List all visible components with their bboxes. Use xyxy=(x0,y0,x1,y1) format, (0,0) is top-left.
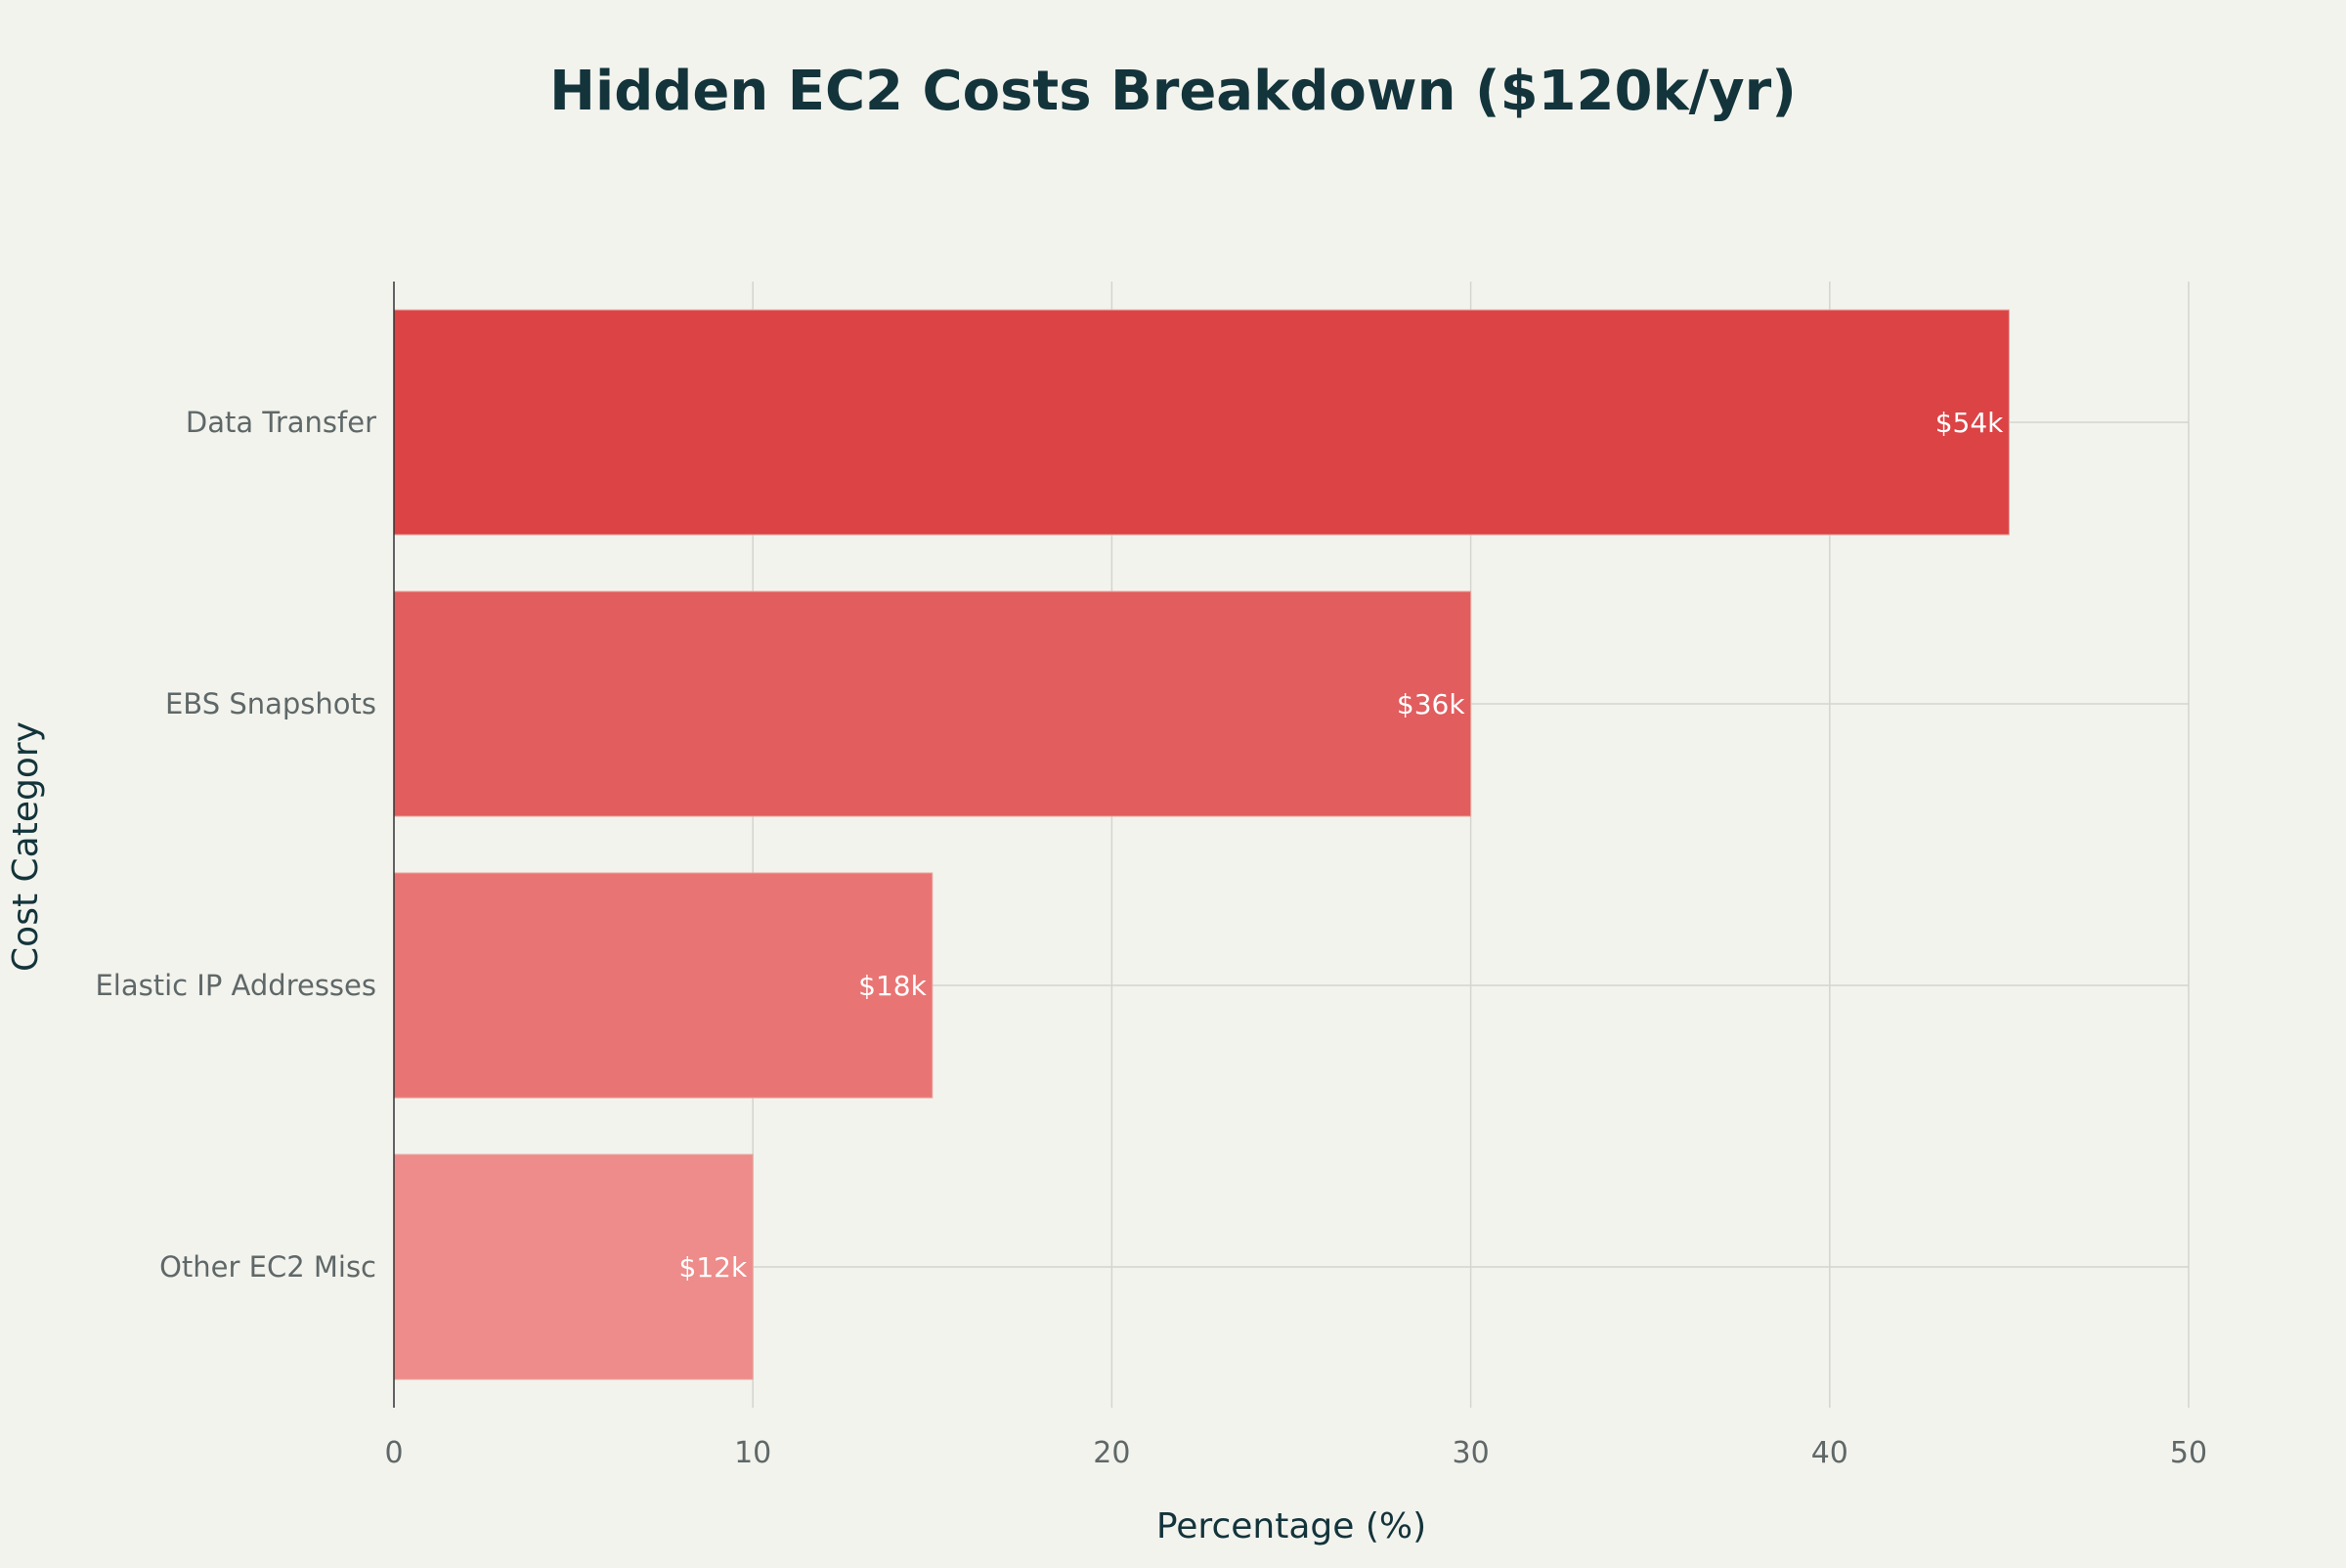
bar-data-transfer xyxy=(393,309,2010,536)
data-label: $18k xyxy=(858,970,927,1002)
bar-elastic-ip-addresses xyxy=(393,872,934,1099)
y-tick-label: EBS Snapshots xyxy=(165,687,376,720)
data-label: $12k xyxy=(679,1251,748,1284)
x-tick-labels: 0 10 20 30 40 50 xyxy=(384,1436,2207,1470)
y-tick-labels: Data Transfer EBS Snapshots Elastic IP Add… xyxy=(95,406,376,1284)
bar-ebs-snapshots xyxy=(393,590,1472,817)
x-tick-label: 50 xyxy=(2170,1436,2207,1470)
data-labels: $54k $36k $18k $12k xyxy=(679,407,2005,1284)
data-label: $36k xyxy=(1397,688,1465,720)
y-tick-label: Elastic IP Addresses xyxy=(95,969,376,1002)
x-tick-label: 0 xyxy=(384,1436,403,1470)
y-tick-label: Data Transfer xyxy=(186,406,376,439)
bar-other-ec2-misc xyxy=(393,1154,754,1380)
chart-title: Hidden EC2 Costs Breakdown ($120k/yr) xyxy=(549,60,1797,123)
x-tick-label: 40 xyxy=(1811,1436,1848,1470)
y-tick-label: Other EC2 Misc xyxy=(159,1250,376,1284)
x-tick-label: 20 xyxy=(1093,1436,1130,1470)
x-tick-label: 10 xyxy=(734,1436,771,1470)
data-label: $54k xyxy=(1935,407,2004,439)
y-axis-title: Cost Category xyxy=(6,721,46,972)
bars xyxy=(393,309,2010,1380)
x-tick-label: 30 xyxy=(1453,1436,1490,1470)
x-axis-title: Percentage (%) xyxy=(1156,1506,1426,1546)
